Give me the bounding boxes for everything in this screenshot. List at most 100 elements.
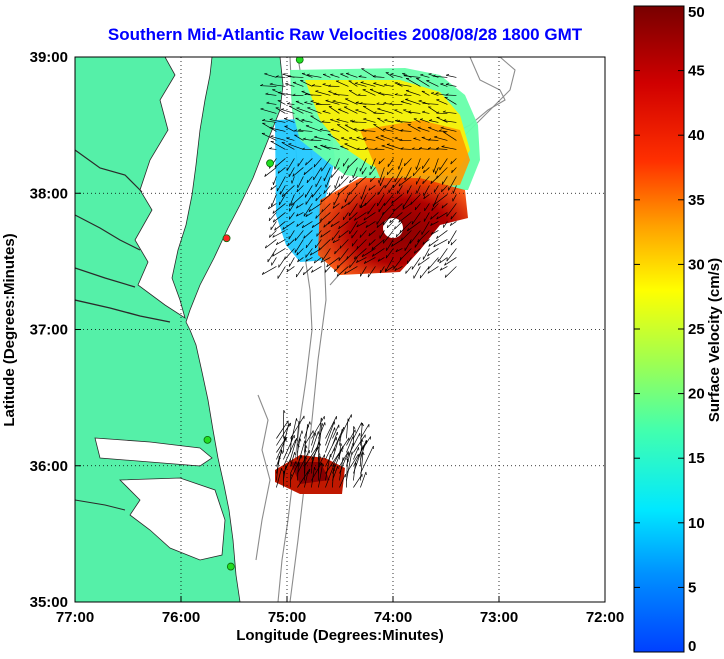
velocity-arrowhead [304, 440, 306, 444]
velocity-arrowhead [353, 128, 357, 130]
velocity-arrow [423, 194, 430, 200]
velocity-arrowhead [368, 233, 371, 237]
velocity-arrow [364, 257, 376, 264]
velocity-arrow [325, 464, 335, 488]
velocity-arrow [296, 107, 313, 114]
velocity-arrowhead [422, 241, 425, 245]
velocity-arrow [422, 239, 430, 245]
velocity-arrow [311, 221, 322, 228]
velocity-arrowhead [303, 171, 306, 175]
velocity-arrow [414, 203, 421, 211]
velocity-arrow [273, 212, 286, 223]
radar-station-marker [295, 57, 304, 64]
velocity-arrow [305, 248, 313, 258]
velocity-arrow [308, 203, 322, 212]
velocity-arrow [419, 148, 430, 150]
velocity-arrow [420, 74, 430, 78]
velocity-arrow [404, 158, 412, 167]
velocity-arrowhead [363, 118, 367, 120]
velocity-arrow [339, 239, 349, 249]
velocity-arrowhead [376, 102, 380, 105]
velocity-arrow [450, 239, 457, 246]
velocity-arrow [267, 248, 277, 263]
velocity-arrowhead [355, 101, 359, 104]
velocity-arrowhead [336, 264, 339, 268]
velocity-arrow [342, 158, 349, 167]
velocity-arrow [398, 212, 412, 223]
velocity-arrow [335, 80, 349, 87]
velocity-arrow [440, 83, 448, 87]
velocity-arrow [361, 248, 376, 258]
velocity-arrow [296, 185, 304, 193]
velocity-arrow [269, 83, 286, 87]
velocity-arrowhead [351, 451, 354, 455]
velocity-arrowhead [265, 92, 269, 95]
velocity-arrowhead [436, 111, 440, 114]
velocity-arrow [384, 119, 394, 123]
colorbar-tick-label: 35 [688, 192, 705, 209]
velocity-arrow [379, 230, 385, 239]
nc-river [75, 499, 126, 511]
velocity-arrowhead [333, 92, 337, 95]
velocity-arrow [272, 203, 286, 214]
velocity-arrow [260, 108, 277, 114]
velocity-arrowhead [348, 191, 350, 196]
velocity-arrow [297, 158, 304, 167]
velocity-arrowhead [328, 84, 332, 87]
velocity-arrowhead [268, 217, 271, 221]
y-tick-label: 39:00 [30, 49, 68, 66]
colorbar: 0 5 10 15 20 25 30 35 40 45 50 Surface Velocity (c… [633, 4, 723, 655]
velocity-arrowhead [433, 201, 436, 205]
velocity-arrowhead [383, 101, 387, 104]
velocity-arrow [322, 74, 331, 78]
velocity-arrowhead [450, 161, 452, 165]
velocity-arrow [294, 230, 304, 241]
velocity-arrowhead [272, 210, 275, 214]
velocity-arrowhead [294, 237, 297, 241]
velocity-arrowhead [359, 234, 362, 238]
velocity-arrow [371, 239, 385, 250]
velocity-arrow [277, 167, 286, 174]
velocity-arrow [394, 109, 403, 114]
velocity-arrow [378, 93, 394, 96]
velocity-arrowhead [432, 74, 436, 77]
velocity-arrow [433, 239, 448, 248]
velocity-arrowhead [422, 110, 426, 113]
velocity-arrow [270, 221, 277, 231]
velocity-arrow [349, 176, 358, 184]
velocity-arrowhead [382, 211, 384, 216]
velocity-arrowhead [323, 145, 327, 147]
velocity-arrow [328, 185, 340, 196]
velocity-arrow [275, 76, 286, 78]
velocity-arrowhead [450, 242, 453, 246]
velocity-arrowhead [438, 129, 442, 132]
velocity-arrowhead [445, 83, 449, 85]
velocity-arrow [285, 83, 295, 87]
velocity-arrowhead [304, 448, 307, 452]
velocity-arrow [261, 133, 277, 141]
velocity-arrow [413, 118, 421, 123]
velocity-arrow [339, 457, 344, 481]
velocity-arrow [392, 176, 403, 189]
velocity-arrowhead [405, 270, 407, 274]
velocity-arrow [367, 203, 376, 215]
velocity-arrowhead [301, 118, 305, 121]
velocity-arrow [295, 101, 304, 105]
velocity-arrow [289, 105, 304, 114]
velocity-arrowhead [264, 245, 267, 249]
velocity-arrowhead [315, 197, 317, 202]
velocity-arrow [264, 73, 277, 78]
velocity-arrow [360, 445, 374, 474]
velocity-arrowhead [444, 274, 447, 278]
velocity-arrow [446, 248, 457, 262]
velocity-arrowhead [381, 144, 385, 147]
velocity-arrow [431, 203, 439, 211]
velocity-arrow [345, 194, 349, 203]
velocity-arrowhead [354, 82, 358, 84]
velocity-arrow [315, 194, 322, 202]
velocity-arrow [356, 137, 367, 141]
velocity-arrow [359, 194, 367, 208]
velocity-arrow [360, 203, 367, 209]
velocity-arrowhead [358, 75, 362, 77]
velocity-arrow [315, 212, 322, 219]
